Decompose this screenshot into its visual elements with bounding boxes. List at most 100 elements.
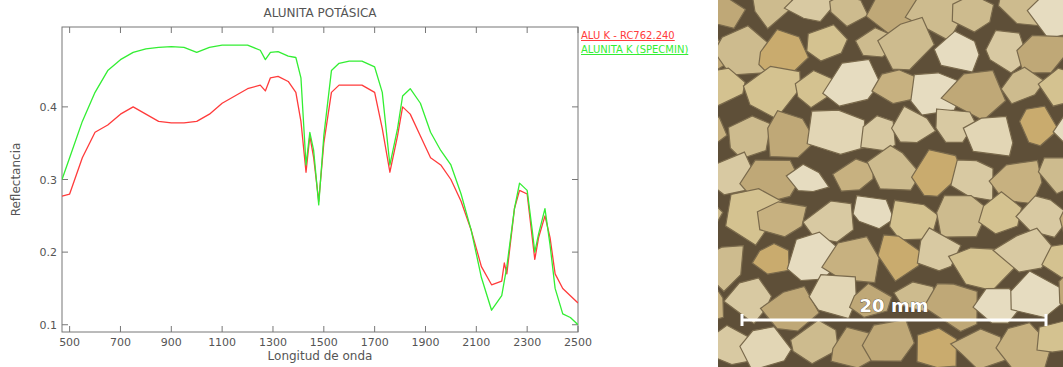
y-tick — [62, 324, 68, 325]
y-tick-label: 0.1 — [40, 319, 58, 332]
x-tick — [120, 326, 121, 332]
rock-chip — [1038, 68, 1063, 106]
title: ALUNITA POTÁSICA — [263, 5, 377, 20]
x-tick-label: 1500 — [310, 336, 338, 349]
x-tick — [578, 326, 579, 332]
y-tick-label: 0.3 — [40, 174, 58, 187]
rock-chip — [867, 145, 921, 190]
rock-chip — [951, 160, 993, 201]
x-tick-label: 1900 — [411, 336, 439, 349]
rock-chip — [752, 244, 789, 275]
y-tick-right — [572, 106, 578, 107]
x-tick-label: 1700 — [361, 336, 389, 349]
scale-bar-end — [741, 314, 744, 326]
canvas: ALUNITA POTÁSICA 500 700 900 1100 1300 1500 170… — [0, 0, 1063, 367]
rock-chip — [1020, 106, 1059, 146]
x-tick — [374, 326, 375, 332]
x-tick — [272, 326, 273, 332]
rock-chip — [1038, 158, 1063, 194]
rock-chip — [740, 327, 792, 367]
x-tick-label: 2100 — [462, 336, 490, 349]
rock-chip — [1001, 67, 1045, 104]
rock-chip — [807, 25, 848, 62]
y-tick-label: 0.4 — [40, 101, 58, 114]
x-tick — [171, 326, 172, 332]
rock-chip — [878, 235, 923, 281]
x-tick-label: 2500 — [564, 336, 592, 349]
photo — [718, 0, 1063, 367]
rock-chip — [979, 192, 1022, 234]
x-tick-label: 1300 — [259, 336, 287, 349]
legend-entry: ALUNITA K (SPECMIN) — [581, 44, 688, 55]
series-line — [62, 45, 578, 325]
rock-chip — [963, 116, 1013, 156]
x-tick-top — [374, 27, 375, 33]
x-tick-label: 500 — [59, 336, 80, 349]
rock-chip — [862, 319, 914, 361]
rock-chip — [924, 284, 978, 332]
x-tick-top — [120, 27, 121, 33]
rock-chip — [1027, 0, 1063, 39]
plot-frame — [62, 27, 578, 332]
x-tick-label: 900 — [161, 336, 182, 349]
y-tick-label: 0.2 — [40, 246, 58, 259]
photo-background — [718, 0, 1063, 367]
rock-chip — [830, 0, 868, 27]
rock-chip — [718, 68, 745, 107]
x-tick-top — [578, 27, 579, 33]
x-tick-top — [476, 27, 477, 33]
rock-chip — [718, 0, 746, 28]
x-tick — [476, 326, 477, 332]
x-axis-title: Longitud de onda — [268, 349, 373, 363]
x-tick-top — [69, 27, 70, 33]
rock-chip — [724, 278, 772, 324]
rock-chip — [833, 159, 874, 191]
rock-chip — [1042, 243, 1063, 281]
x-tick — [425, 326, 426, 332]
plot-area — [62, 45, 578, 325]
chart-background — [0, 0, 716, 367]
scale-bar-end — [1045, 314, 1048, 326]
rock-chip — [1053, 107, 1063, 153]
rock-chip — [809, 275, 856, 319]
rock-chip — [728, 116, 771, 159]
rock-chip — [718, 197, 723, 238]
rock-chip — [1059, 267, 1063, 320]
x-tick-top — [323, 27, 324, 33]
legend-entry: ALU K - RC762.240 — [581, 30, 675, 41]
x-tick-label: 700 — [110, 336, 131, 349]
y-tick — [62, 106, 68, 107]
rock-chip — [786, 164, 829, 191]
rock-chip — [823, 59, 880, 106]
rock-chip — [934, 31, 979, 72]
x-tick — [222, 326, 223, 332]
rock-chip — [892, 106, 936, 143]
rock-chip — [750, 0, 793, 29]
x-tick-label: 1100 — [208, 336, 236, 349]
rock-chip — [853, 196, 894, 229]
y-axis-title: Reflectancia — [9, 143, 23, 217]
x-tick — [527, 326, 528, 332]
rock-chip — [952, 0, 993, 32]
rock-chip — [757, 202, 806, 237]
x-tick-label: 2300 — [513, 336, 541, 349]
x-tick-top — [527, 27, 528, 33]
rock-chip — [743, 66, 800, 119]
y-tick — [62, 252, 68, 253]
y-tick — [62, 179, 68, 180]
scale-label: 20 mm — [860, 295, 929, 316]
rock-chip — [917, 328, 957, 367]
scale-bar — [742, 319, 1046, 322]
rock-chip — [807, 110, 864, 154]
rock-chip — [1011, 271, 1063, 318]
x-tick — [69, 326, 70, 332]
rock-chip — [718, 117, 727, 154]
y-tick-right — [572, 179, 578, 180]
x-tick-top — [171, 27, 172, 33]
y-tick-right — [572, 252, 578, 253]
x-tick-top — [272, 27, 273, 33]
rock-chip — [878, 18, 935, 70]
rock-chip — [718, 283, 724, 321]
x-tick-top — [222, 27, 223, 33]
rock-chip — [791, 320, 839, 364]
